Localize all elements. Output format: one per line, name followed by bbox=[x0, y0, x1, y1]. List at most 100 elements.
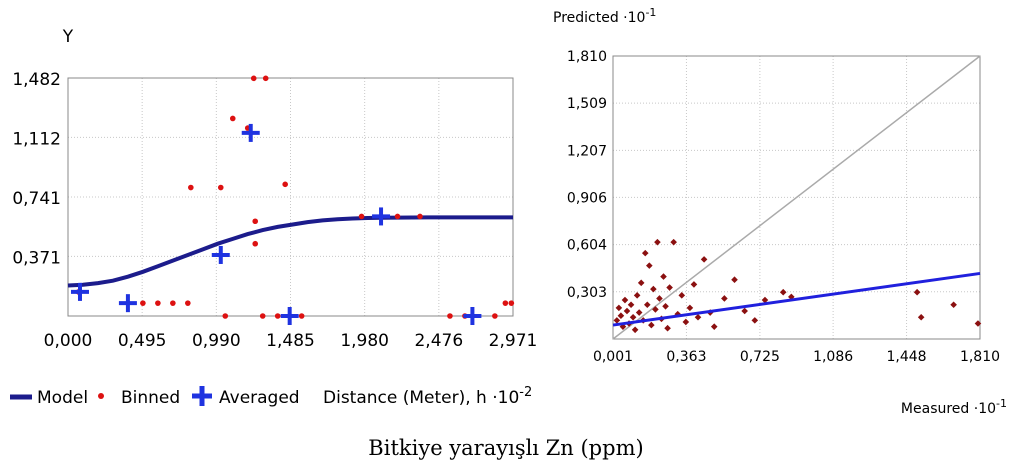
binned-point bbox=[185, 300, 191, 306]
data-point bbox=[613, 317, 621, 324]
data-point bbox=[788, 293, 795, 301]
data-point bbox=[682, 318, 690, 326]
x-tick-label: 0,001 bbox=[593, 349, 633, 365]
data-point bbox=[913, 288, 921, 296]
x-tick-label: 1,980 bbox=[340, 331, 389, 351]
data-point bbox=[694, 313, 702, 321]
data-point bbox=[779, 288, 787, 296]
data-point bbox=[741, 307, 748, 315]
binned-point bbox=[140, 300, 146, 306]
figure-caption: Bitkiye yarayışlı Zn (ppm) bbox=[368, 436, 644, 460]
data-point bbox=[751, 317, 759, 324]
data-point bbox=[621, 296, 629, 304]
binned-point bbox=[282, 181, 288, 188]
x-tick-label: 0,495 bbox=[118, 331, 167, 351]
binned-point bbox=[222, 313, 229, 319]
plot-frame bbox=[612, 55, 981, 340]
x-tick-label: 1,086 bbox=[813, 349, 853, 365]
y-axis-label: Predicted ·10-1 bbox=[553, 6, 656, 26]
data-point bbox=[631, 326, 639, 334]
binned-point bbox=[447, 313, 453, 319]
x-tick-label: 0,000 bbox=[44, 331, 93, 351]
data-point bbox=[670, 238, 677, 246]
data-point bbox=[617, 312, 625, 319]
y-tick-label: 0,906 bbox=[567, 190, 607, 206]
data-point bbox=[690, 281, 698, 288]
data-point bbox=[664, 324, 671, 332]
cross-validation-svg: 0,001 0,363 0,725 1,086 1,448 1,810 0,303 0,604… bbox=[553, 6, 1007, 417]
binned-point bbox=[394, 213, 401, 220]
x-tick-label: 0,990 bbox=[192, 331, 241, 351]
model-curve bbox=[67, 215, 513, 288]
binned-point bbox=[417, 213, 423, 220]
y-tick-label: 0,741 bbox=[12, 189, 61, 209]
averaged-point bbox=[70, 282, 89, 301]
y-axis-label: Y bbox=[62, 27, 74, 47]
data-point bbox=[633, 292, 641, 299]
semivariogram-chart: 0,000 0,495 0,990 1,485 1,980 2,476 2,971 0,371… bbox=[0, 0, 540, 440]
averaged-point bbox=[372, 207, 391, 226]
data-point bbox=[650, 285, 657, 293]
y-tick-label: 1,207 bbox=[567, 143, 607, 159]
data-point bbox=[627, 301, 635, 309]
data-point bbox=[654, 238, 661, 246]
binned-point bbox=[217, 184, 224, 191]
x-tick-label: 0,725 bbox=[740, 349, 780, 365]
averaged-point bbox=[118, 294, 137, 313]
x-axis-label: Measured ·10-1 bbox=[901, 397, 1007, 417]
data-point bbox=[974, 320, 982, 327]
data-point bbox=[629, 313, 637, 321]
averaged-point bbox=[211, 245, 230, 264]
data-point bbox=[678, 292, 686, 299]
averaged-point bbox=[463, 307, 482, 325]
binned-point bbox=[508, 300, 515, 306]
legend-model-label: Model bbox=[37, 388, 88, 408]
binned-point bbox=[502, 300, 509, 306]
y-tick-label: 1,482 bbox=[12, 70, 61, 90]
data-point bbox=[662, 303, 669, 310]
binned-point bbox=[155, 300, 161, 306]
data-point bbox=[643, 301, 651, 309]
averaged-point bbox=[241, 123, 260, 142]
binned-point bbox=[188, 184, 194, 191]
data-point bbox=[950, 301, 957, 309]
data-point bbox=[652, 306, 659, 313]
data-point bbox=[731, 276, 738, 284]
x-tick-label: 1,448 bbox=[887, 349, 927, 365]
data-point bbox=[721, 295, 728, 302]
y-tick-label: 1,112 bbox=[12, 129, 61, 149]
x-tick-label: 0,363 bbox=[666, 349, 706, 365]
legend-averaged-label: Averaged bbox=[219, 388, 300, 408]
data-point bbox=[917, 313, 925, 321]
y-tick-label: 0,371 bbox=[12, 248, 61, 268]
regression-line bbox=[612, 271, 981, 327]
data-point bbox=[641, 249, 649, 257]
data-point bbox=[637, 279, 645, 287]
x-tick-label: 2,476 bbox=[414, 331, 463, 351]
y-tick-label: 0,604 bbox=[567, 238, 607, 254]
binned-point bbox=[358, 213, 365, 220]
binned-point bbox=[250, 75, 257, 82]
data-point bbox=[666, 284, 673, 291]
legend-binned-swatch bbox=[98, 393, 104, 399]
data-point bbox=[646, 262, 653, 269]
cross-validation-chart: 0,001 0,363 0,725 1,086 1,448 1,810 0,303 0,604… bbox=[545, 0, 1012, 440]
legend: Model Binned Averaged bbox=[10, 386, 300, 408]
data-point bbox=[660, 273, 667, 280]
legend-binned-label: Binned bbox=[121, 388, 180, 408]
reference-line bbox=[612, 55, 981, 340]
y-tick-label: 0,303 bbox=[567, 285, 607, 301]
data-point bbox=[648, 321, 655, 329]
data-point bbox=[635, 309, 643, 316]
binned-point bbox=[252, 218, 259, 225]
data-point bbox=[710, 323, 718, 330]
binned-point bbox=[274, 313, 281, 319]
y-tick-label: 1,810 bbox=[567, 49, 607, 65]
binned-point bbox=[259, 313, 266, 319]
averaged-point bbox=[280, 307, 299, 325]
data-point bbox=[686, 304, 694, 312]
x-tick-label: 1,485 bbox=[266, 331, 315, 351]
data-point bbox=[700, 256, 708, 263]
data-point bbox=[623, 307, 631, 315]
binned-point bbox=[170, 300, 176, 306]
